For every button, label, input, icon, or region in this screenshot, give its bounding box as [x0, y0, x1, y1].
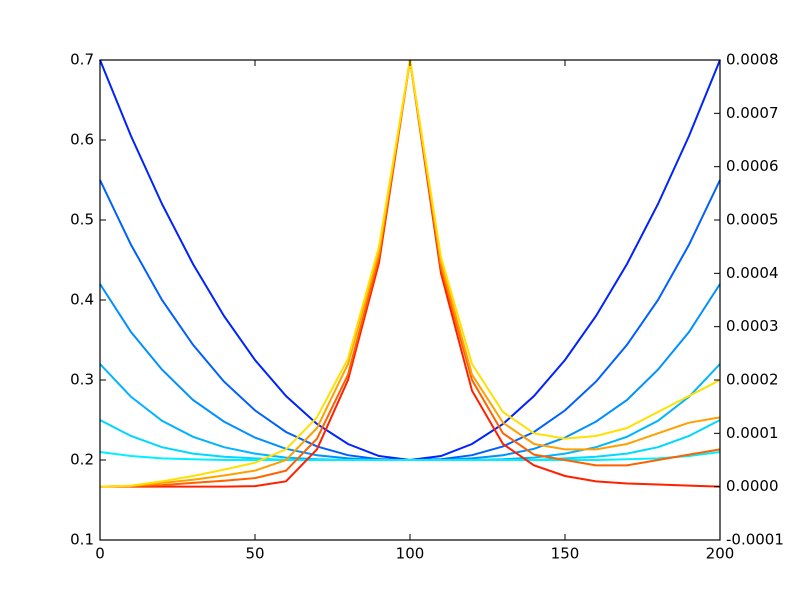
y-tick-label: 0.4: [70, 291, 94, 309]
x-tick-label: 150: [551, 545, 580, 563]
x-tick-label: 100: [396, 545, 425, 563]
y2-tick-label: 0.0003: [726, 317, 779, 335]
y2-tick-label: 0.0007: [726, 104, 779, 122]
plot-area: [100, 60, 720, 540]
y2-tick-label: 0.0002: [726, 371, 779, 389]
y-tick-label: 0.2: [70, 451, 94, 469]
y2-tick-label: 0.0005: [726, 211, 779, 229]
y-tick-label: 0.6: [70, 131, 94, 149]
y2-tick-label: 0.0000: [726, 477, 779, 495]
y-tick-label: 0.1: [70, 531, 94, 549]
line-series: [99, 451, 721, 461]
x-tick-label: 50: [245, 545, 264, 563]
y2-tick-label: 0.0004: [726, 264, 779, 282]
y2-tick-label: 0.0006: [726, 157, 779, 175]
x-tick-label: 0: [95, 545, 105, 563]
y2-tick-label: 0.0008: [726, 51, 779, 69]
x-tick-label: 200: [706, 545, 735, 563]
y2-tick-label: -0.0001: [726, 531, 784, 549]
y2-tick-label: 0.0001: [726, 424, 779, 442]
y-tick-label: 0.5: [70, 211, 94, 229]
y-tick-label: 0.3: [70, 371, 94, 389]
y-tick-label: 0.7: [70, 51, 94, 69]
